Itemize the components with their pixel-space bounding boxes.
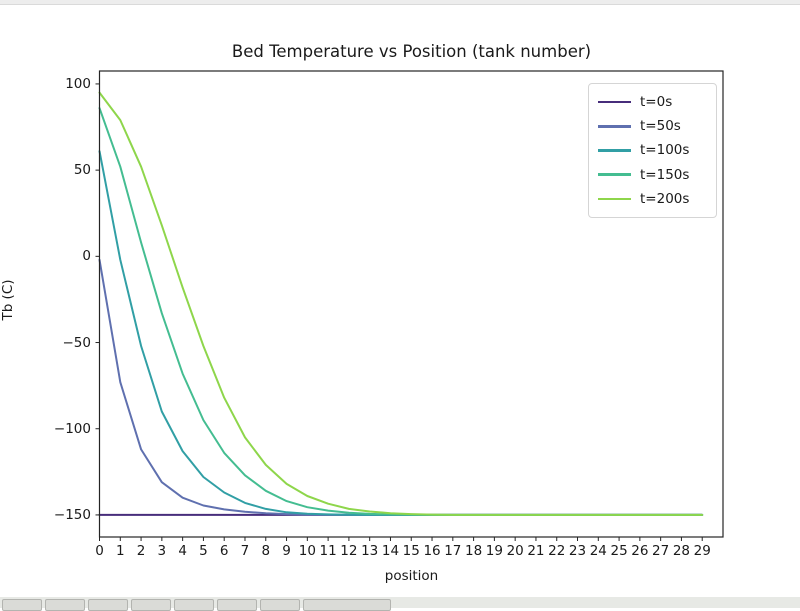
taskbar-button[interactable] xyxy=(45,599,85,611)
legend: t=0s t=50s t=100s t=150s t=200s xyxy=(588,83,717,218)
x-tick-label: 13 xyxy=(361,543,379,559)
x-tick-label: 6 xyxy=(219,543,229,559)
legend-line-swatch xyxy=(598,173,631,176)
legend-item-t0s: t=0s xyxy=(598,90,716,114)
legend-line-swatch xyxy=(598,124,631,128)
x-tick-label: 29 xyxy=(693,543,711,559)
chart-title: Bed Temperature vs Position (tank number… xyxy=(231,42,592,61)
y-tick-label: 50 xyxy=(73,162,91,179)
y-tick-label: 100 xyxy=(65,75,91,92)
x-tick-label: 23 xyxy=(568,543,587,559)
y-tick-label: −100 xyxy=(53,420,91,437)
window-top-strip xyxy=(0,0,800,5)
y-tick-label: −150 xyxy=(53,506,91,523)
x-tick-label: 19 xyxy=(485,543,503,559)
x-tick-label: 7 xyxy=(240,543,250,559)
x-tick-label: 3 xyxy=(157,543,167,559)
taskbar-button[interactable] xyxy=(88,599,128,611)
y-tick-label: 0 xyxy=(82,248,91,265)
taskbar-button[interactable] xyxy=(217,599,257,611)
x-tick-label: 9 xyxy=(282,543,291,559)
series-line-t-50s xyxy=(98,258,704,516)
taskbar-button[interactable] xyxy=(260,599,300,611)
x-tick-label: 18 xyxy=(465,543,483,559)
x-tick-label: 0 xyxy=(95,543,104,559)
x-tick-label: 10 xyxy=(298,543,316,559)
x-tick-label: 24 xyxy=(589,543,607,559)
x-tick-label: 25 xyxy=(610,543,628,559)
x-tick-label: 20 xyxy=(506,543,524,559)
x-tick-label: 8 xyxy=(261,543,271,559)
legend-label: t=100s xyxy=(640,142,690,159)
x-tick-label: 11 xyxy=(319,543,337,559)
y-axis-label: Tb (C) xyxy=(0,279,16,321)
legend-label: t=150s xyxy=(640,166,690,183)
taskbar-button-wide[interactable] xyxy=(303,599,391,611)
legend-item-t200s: t=200s xyxy=(598,187,716,211)
legend-label: t=200s xyxy=(640,190,690,207)
x-tick-label: 4 xyxy=(178,543,187,559)
legend-line-swatch xyxy=(598,149,631,152)
x-axis-label: position xyxy=(384,568,439,584)
x-tick-label: 22 xyxy=(548,543,566,559)
legend-item-t50s: t=50s xyxy=(598,114,716,138)
x-tick-label: 17 xyxy=(444,543,462,559)
legend-item-t100s: t=100s xyxy=(598,138,716,162)
y-tick-label: −50 xyxy=(62,334,92,351)
legend-line-swatch xyxy=(598,197,631,201)
x-tick-label: 15 xyxy=(402,543,420,559)
taskbar-button[interactable] xyxy=(174,599,214,611)
legend-item-t150s: t=150s xyxy=(598,163,716,187)
taskbar-button[interactable] xyxy=(2,599,42,611)
x-tick-label: 12 xyxy=(340,543,358,559)
legend-label: t=50s xyxy=(640,118,681,135)
x-tick-label: 1 xyxy=(115,543,125,559)
x-tick-label: 21 xyxy=(527,543,545,559)
x-tick-label: 28 xyxy=(672,543,691,559)
x-tick-label: 2 xyxy=(136,543,146,559)
legend-label: t=0s xyxy=(640,94,673,111)
x-tick-label: 5 xyxy=(199,543,208,559)
series-line-t-200s xyxy=(98,91,704,516)
legend-line-swatch xyxy=(598,100,631,104)
taskbar xyxy=(0,597,800,611)
x-tick-label: 14 xyxy=(381,543,400,559)
x-tick-label: 26 xyxy=(631,543,649,559)
x-tick-label: 27 xyxy=(652,543,670,559)
x-tick-label: 16 xyxy=(423,543,441,559)
taskbar-button[interactable] xyxy=(131,599,171,611)
